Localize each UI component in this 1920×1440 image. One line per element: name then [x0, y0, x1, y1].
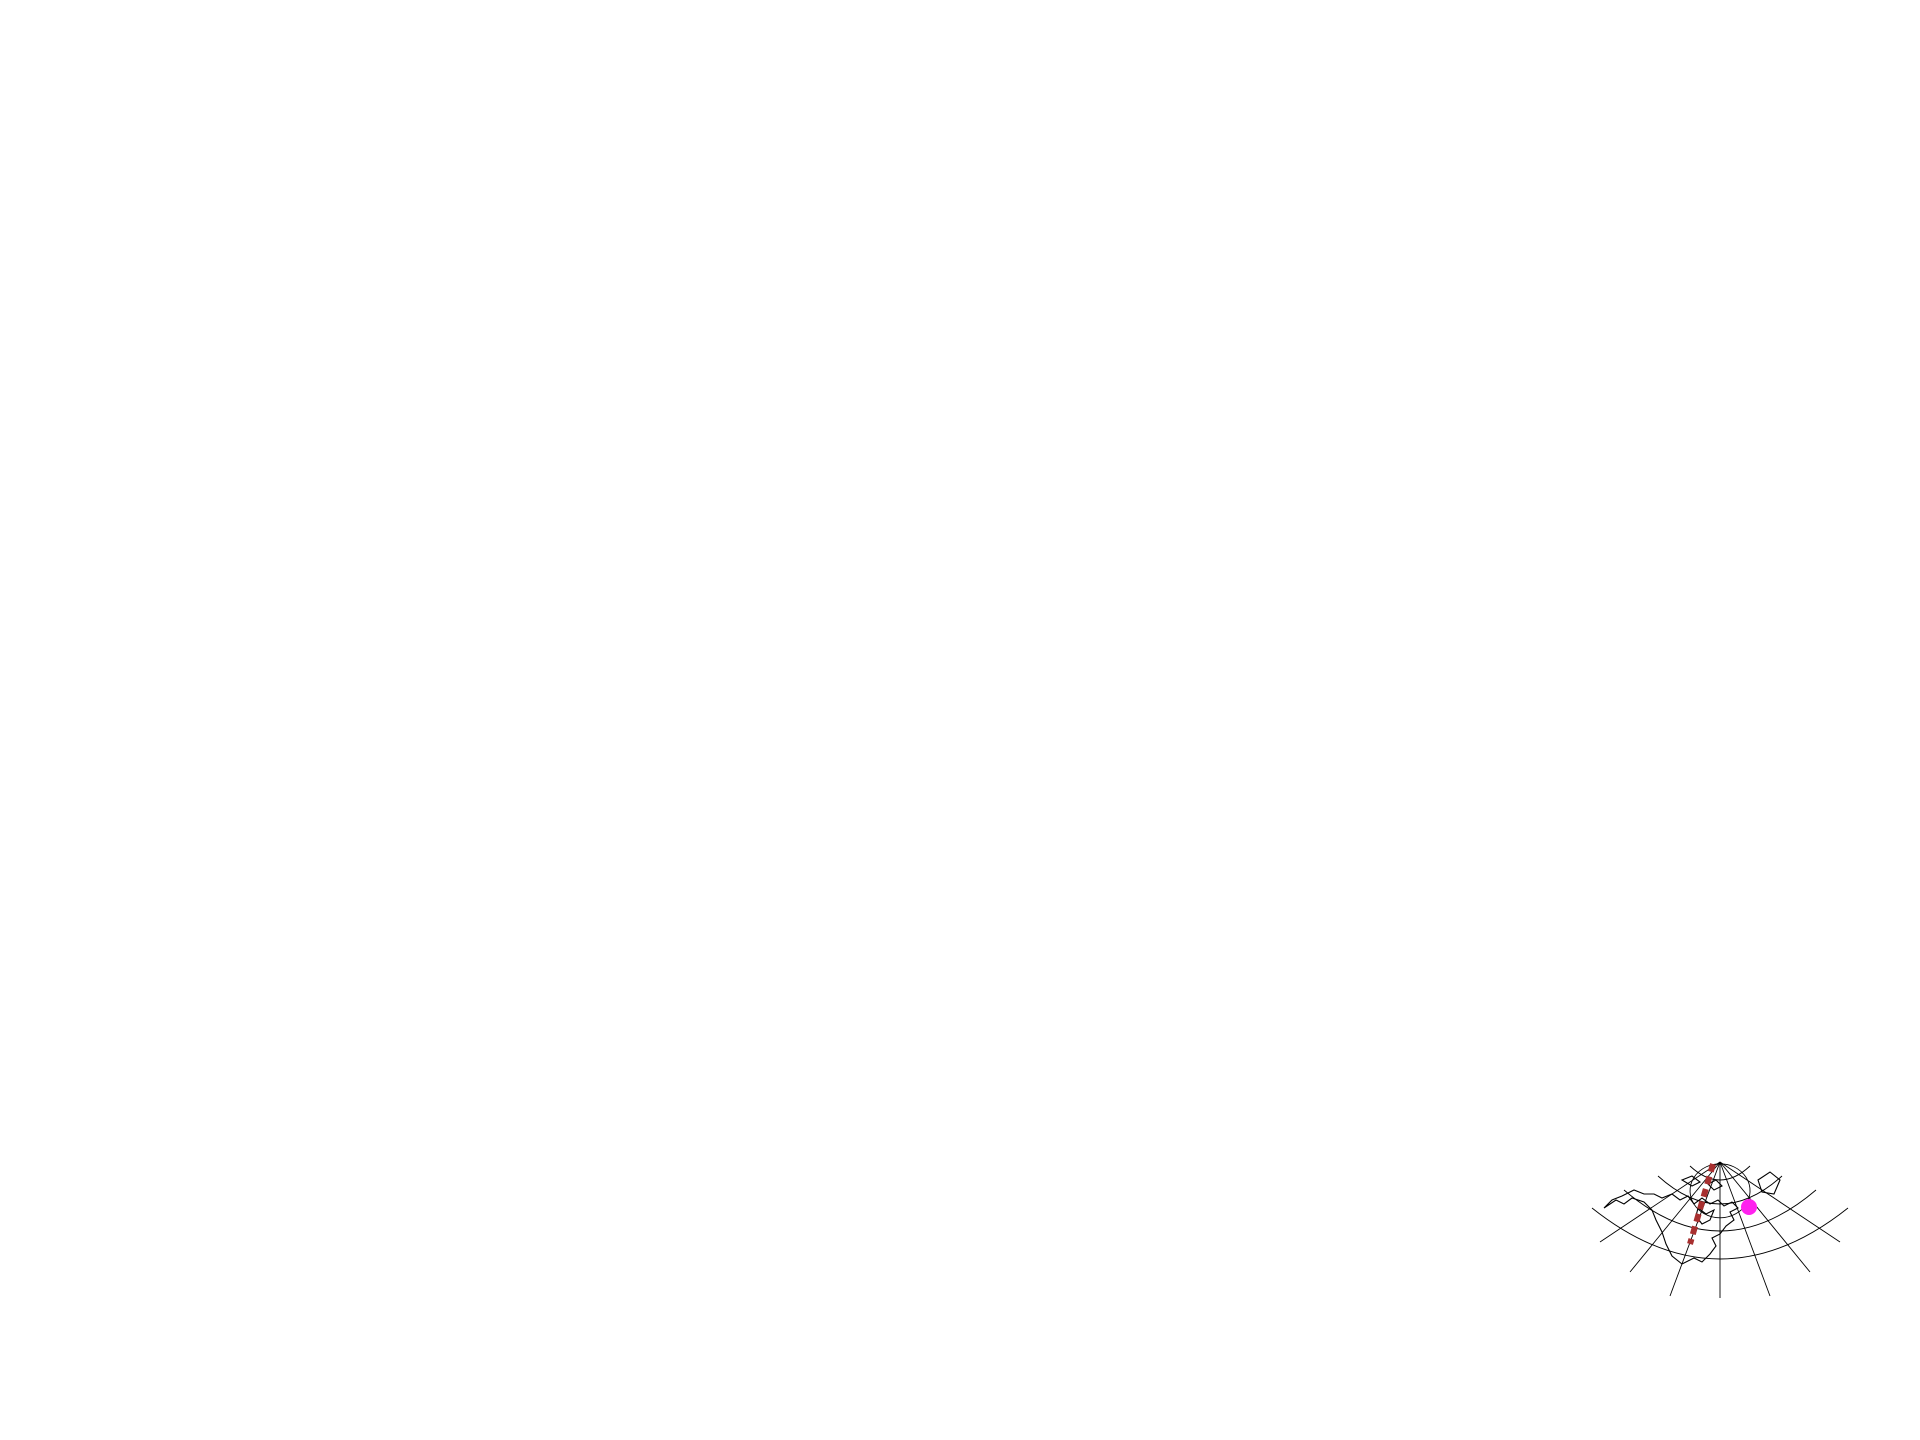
map-location-dot: [1741, 1199, 1757, 1215]
map-graticule: [1591, 1161, 1849, 1298]
ozone-colorbar: [90, 1248, 970, 1320]
colorbar-tick-labels: [0, 1330, 1920, 1370]
cross-section-plot: [285, 214, 1631, 1078]
map-coastlines: [1603, 1171, 1781, 1265]
location-inset-map: [1591, 1161, 1849, 1298]
map-100w-meridian-line: [1687, 1163, 1716, 1245]
